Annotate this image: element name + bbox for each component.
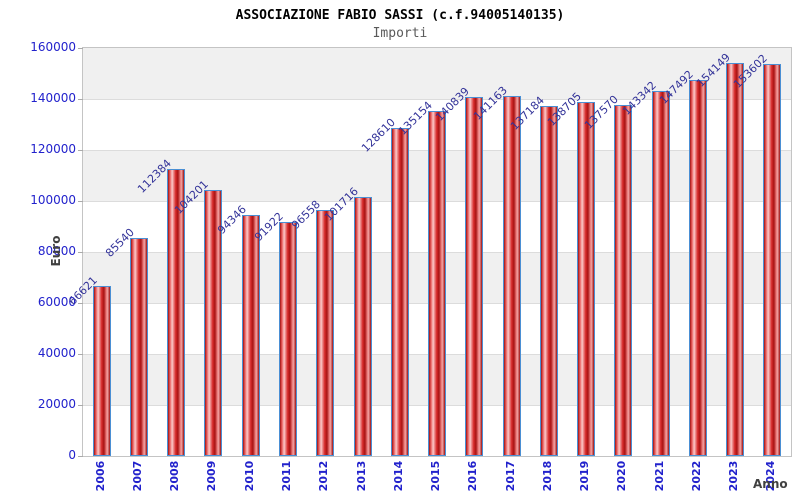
y-tick-label: 140000 [30, 91, 76, 105]
bar [428, 111, 446, 456]
x-tick-label: 2008 [168, 460, 182, 492]
y-tick-mark [78, 456, 83, 457]
bar [390, 128, 409, 456]
y-gridline [83, 99, 791, 100]
plot-band [83, 48, 791, 99]
plot-area: 66621 85540 112384 104201 94346 91922 96558 101… [66, 47, 792, 457]
bar [316, 209, 335, 456]
chart-subtitle: Importi [372, 26, 428, 41]
x-tick-label: 2018 [540, 460, 554, 492]
y-tick-label: 160000 [30, 40, 76, 54]
bar [688, 79, 707, 456]
bar [204, 190, 223, 456]
x-tick-label: 2014 [391, 460, 405, 492]
x-tick-label: 2006 [93, 460, 107, 492]
x-tick-label: 2013 [354, 460, 368, 492]
chart-title: ASSOCIAZIONE FABIO SASSI (c.f.9400514013… [235, 8, 565, 23]
x-tick-label: 2007 [130, 460, 144, 492]
y-tick-mark [78, 252, 83, 253]
bar [763, 64, 782, 456]
x-tick-label: 2019 [578, 460, 592, 492]
bar [651, 90, 670, 456]
x-tick-label: 2022 [689, 460, 703, 492]
bar [167, 169, 186, 456]
y-axis-title: Euro [49, 235, 63, 267]
bar [726, 62, 745, 456]
bar [539, 106, 558, 456]
bar [278, 221, 297, 456]
bar [577, 102, 596, 456]
y-tick-mark [78, 150, 83, 151]
x-tick-label: 2021 [652, 460, 666, 492]
y-tick-label: 40000 [37, 346, 76, 360]
y-tick-mark [78, 354, 83, 355]
y-tick-label: 120000 [30, 142, 76, 156]
y-tick-label: 20000 [37, 397, 76, 411]
x-tick-label: 2012 [317, 460, 331, 492]
y-tick-mark [78, 201, 83, 202]
y-tick-mark [78, 99, 83, 100]
y-tick-mark [78, 405, 83, 406]
bar [129, 237, 148, 456]
x-tick-label: 2010 [242, 460, 256, 492]
x-tick-label: 2011 [279, 460, 293, 492]
bar [465, 96, 484, 456]
y-tick-label: 100000 [30, 193, 76, 207]
x-tick-label: 2024 [764, 460, 778, 492]
bar [614, 105, 633, 456]
y-tick-label: 60000 [37, 295, 76, 309]
x-tick-label: 2023 [727, 460, 741, 492]
y-tick-mark [78, 303, 83, 304]
y-tick-label: 0 [68, 448, 76, 462]
x-tick-label: 2009 [205, 460, 219, 492]
y-tick-mark [78, 48, 83, 49]
bar [241, 215, 260, 456]
y-tick-label: 80000 [37, 244, 76, 258]
x-tick-label: 2017 [503, 460, 517, 492]
bar [353, 196, 372, 456]
bar [92, 286, 111, 456]
x-tick-label: 2016 [466, 460, 480, 492]
x-tick-label: 2015 [429, 460, 442, 492]
bar [502, 96, 521, 456]
x-tick-label: 2020 [615, 460, 629, 492]
x-axis-title: Anno [753, 477, 788, 491]
